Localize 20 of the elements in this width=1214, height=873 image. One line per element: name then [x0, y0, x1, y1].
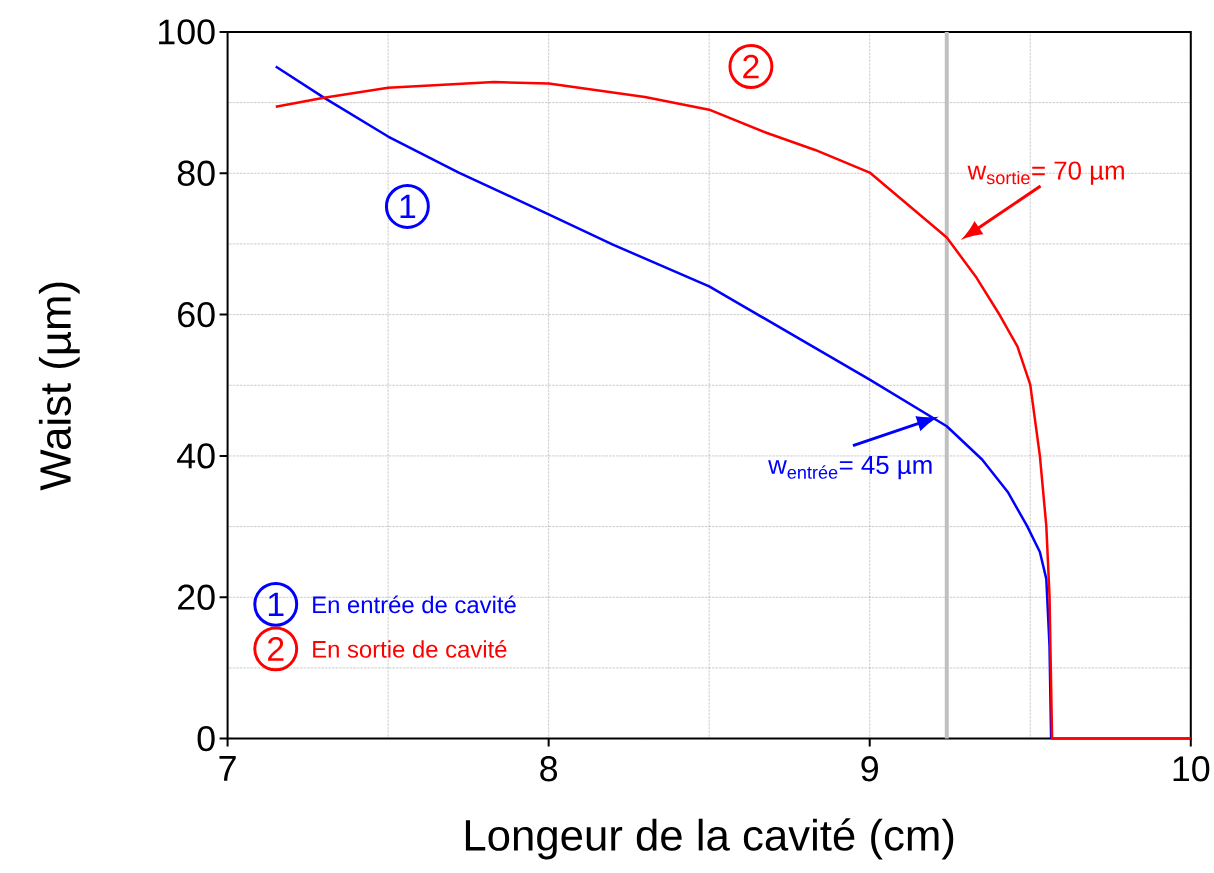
x-tick-label: 8 [540, 755, 558, 782]
x-tick-label: 7 [219, 755, 236, 781]
y-tick-label: 20 [178, 584, 215, 610]
annotation: w$_{entrée}$= 45 µm [768, 455, 932, 480]
annotation: 1 [400, 194, 416, 218]
legend-label: En sortie de cavité [313, 639, 507, 658]
annotation: w$_{sortie}$= 70 µm [967, 161, 1124, 185]
y-tick-label: 80 [177, 160, 215, 186]
y-tick-label: 60 [178, 301, 215, 328]
annotation: 2 [743, 54, 759, 79]
y-tick-label: 100 [159, 19, 215, 45]
y-tick-label: 0 [197, 725, 215, 752]
y-tick-label: 40 [177, 443, 215, 469]
text: 2 [268, 636, 284, 661]
text: 1 [268, 592, 284, 616]
x-tick-label: 9 [861, 755, 878, 782]
y-axis-title: Waist (µm) [38, 282, 80, 491]
x-axis-title: Longeur de la cavité (cm) [465, 818, 954, 860]
legend-label: En entrée de cavité [313, 595, 516, 614]
x-tick-label: 10 [1173, 755, 1210, 782]
